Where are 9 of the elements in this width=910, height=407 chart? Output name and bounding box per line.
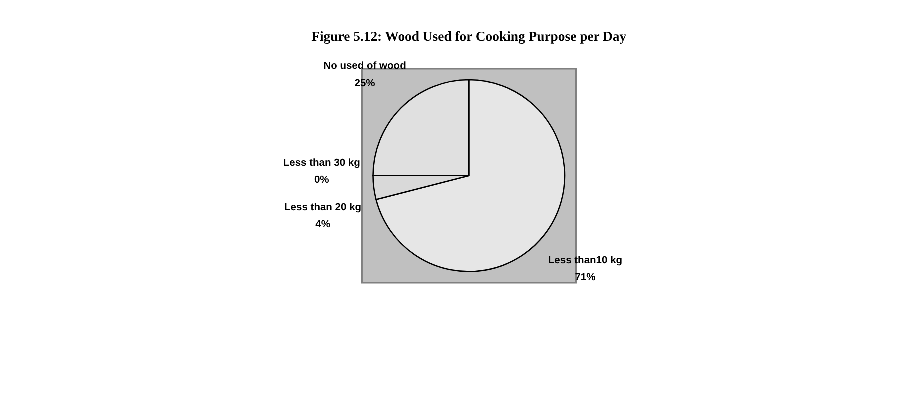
data-label: 4% <box>316 220 330 231</box>
chart-title: Figure 5.12: Wood Used for Cooking Purpose per Day <box>312 28 627 45</box>
slice-label: Less than 20 kg <box>284 202 362 214</box>
text: 0% <box>314 175 330 186</box>
data-label: 71% <box>575 272 596 284</box>
slice-label: Less than10 kg <box>548 256 623 267</box>
data-label: 25% <box>354 78 376 90</box>
category-label: Less than 30 kg <box>283 158 360 170</box>
slice-label: No used of wood <box>324 61 406 72</box>
